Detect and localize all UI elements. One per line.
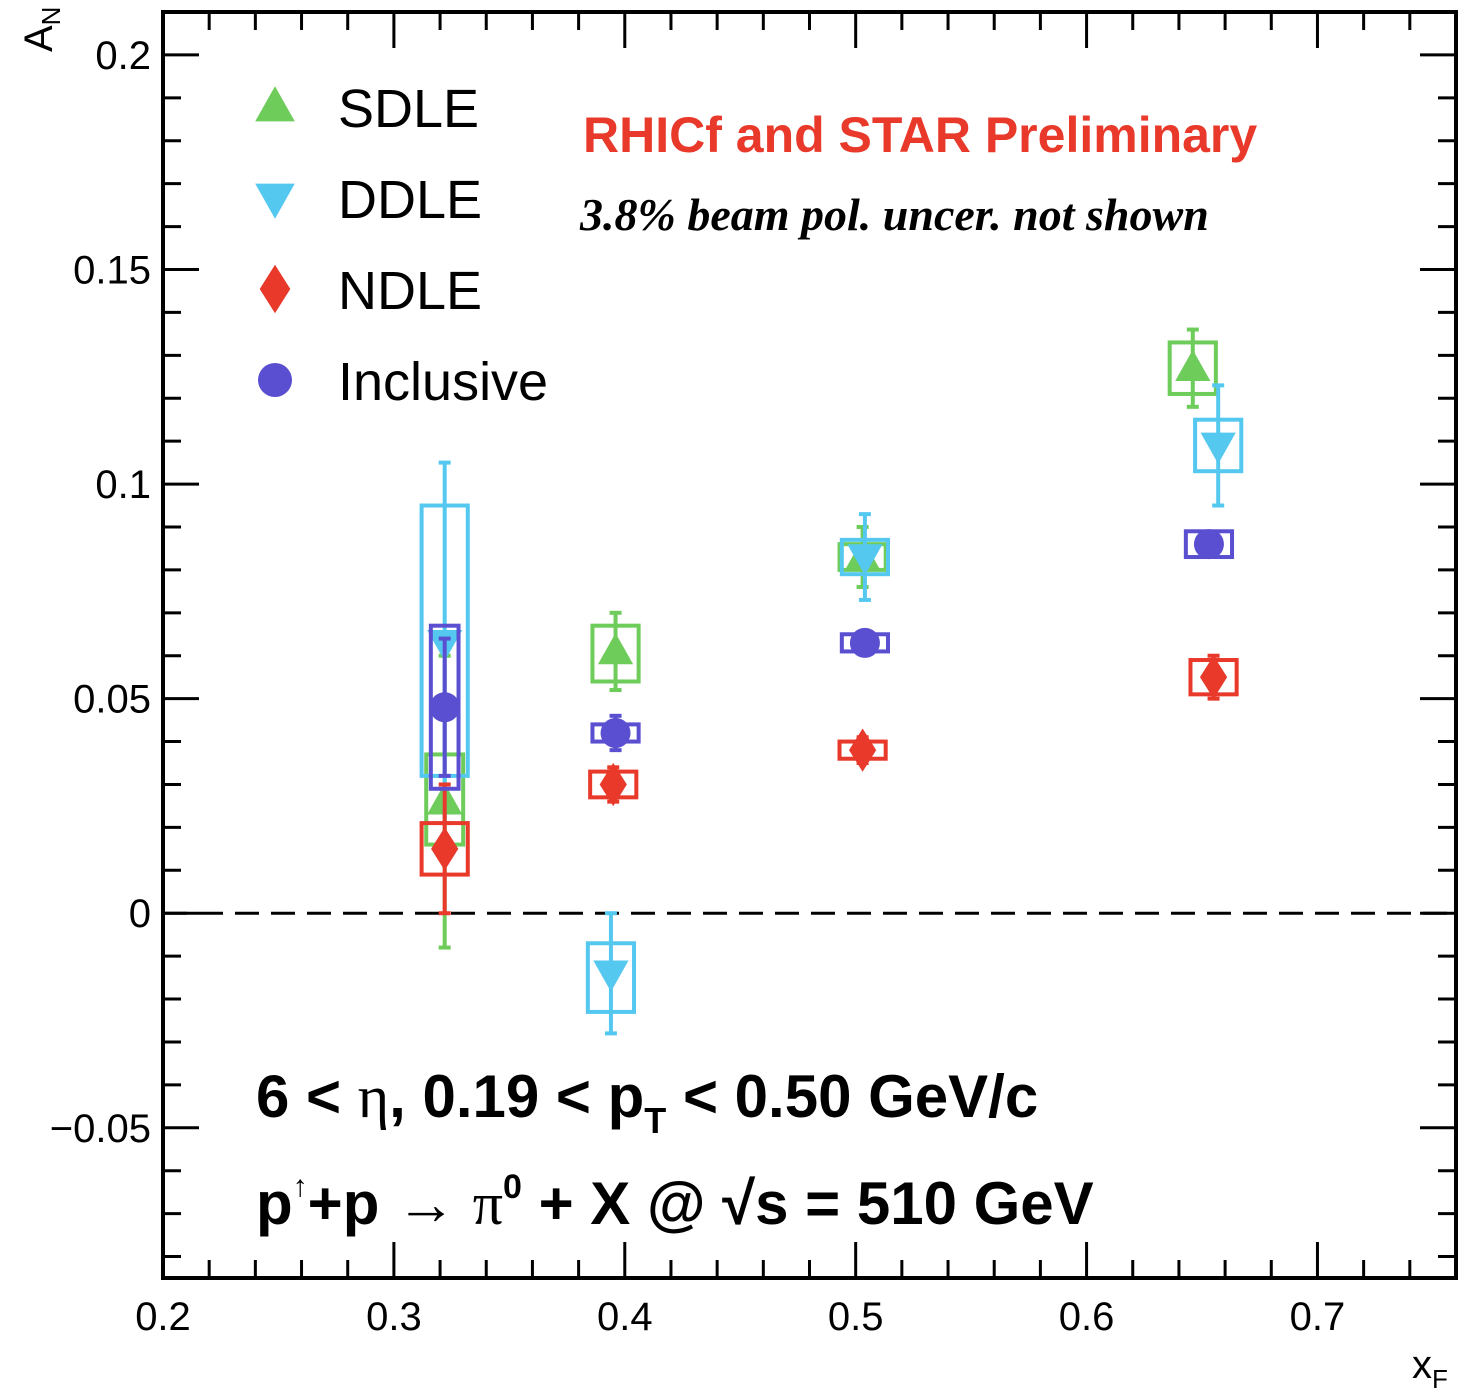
data-point-ddle <box>847 544 883 576</box>
y-axis-title: AN <box>17 7 66 52</box>
y-axis-title-main: A <box>17 25 61 52</box>
legend-marker-ndle <box>259 264 291 314</box>
data-series <box>419 327 1244 1036</box>
x-tick-label: 0.3 <box>366 1295 422 1339</box>
cuts-part-3: , 0.19 < p <box>389 1063 644 1130</box>
y-tick-label: 0.2 <box>95 34 151 78</box>
reaction-p: p <box>256 1170 293 1237</box>
y-tick-label: 0.05 <box>73 678 151 722</box>
cuts-pt-sub: T <box>644 1100 666 1141</box>
y-axis-title-sub: N <box>36 7 66 26</box>
data-point-inclusive <box>849 627 880 658</box>
x-tick-label: 0.4 <box>597 1295 653 1339</box>
x-axis-title-sub: F <box>1432 1364 1448 1394</box>
reaction-part-8: s = 510 GeV <box>755 1170 1094 1237</box>
pol-uncertainty-note: 3.8% beam pol. uncer. not shown <box>579 189 1209 240</box>
series-ddle <box>419 383 1244 1036</box>
data-point-sdle <box>1175 349 1211 381</box>
legend-label-ddle: DDLE <box>338 170 482 230</box>
legend: SDLE DDLE NDLE Inclusive <box>255 79 548 412</box>
legend-marker-ddle <box>255 183 295 219</box>
x-tick-label: 0.5 <box>828 1295 884 1339</box>
y-tick-label: 0.1 <box>95 463 151 507</box>
data-point-sdle <box>597 633 634 665</box>
x-tick-label: 0.6 <box>1059 1295 1115 1339</box>
axis-ticks <box>161 10 1458 1278</box>
legend-marker-inclusive <box>258 363 292 397</box>
x-axis-title: xF <box>1412 1343 1448 1394</box>
data-point-inclusive <box>1193 529 1224 560</box>
series-inclusive <box>428 529 1235 791</box>
reaction-part-6: + X @ <box>522 1170 722 1237</box>
data-point-ndle <box>849 728 877 772</box>
reaction-pi: π <box>473 1171 503 1237</box>
legend-label-inclusive: Inclusive <box>338 352 548 412</box>
data-point-inclusive <box>600 717 631 748</box>
legend-marker-sdle <box>255 86 295 122</box>
x-tick-label: 0.2 <box>135 1295 191 1339</box>
reaction-sqrt: √ <box>722 1170 756 1237</box>
data-point-ndle <box>599 762 627 807</box>
legend-label-sdle: SDLE <box>338 79 479 139</box>
data-point-ddle <box>593 960 629 992</box>
cuts-part-5: < 0.50 GeV/c <box>666 1063 1038 1130</box>
reaction-arrow-sup: ↑ <box>293 1170 308 1203</box>
reaction-label: p↑+p → π0 + X @ √s = 510 GeV <box>256 1168 1094 1237</box>
data-point-inclusive <box>429 692 460 723</box>
reaction-pi-sup: 0 <box>503 1168 522 1206</box>
y-tick-label: 0 <box>129 892 151 936</box>
reaction-part-3: +p → <box>308 1170 473 1237</box>
data-point-ddle <box>1200 432 1236 464</box>
x-axis-title-main: x <box>1412 1343 1432 1387</box>
cuts-eta: η <box>358 1064 389 1130</box>
data-point-ndle <box>431 827 459 871</box>
kinematic-cuts-label: 6 < η, 0.19 < pT < 0.50 GeV/c <box>256 1063 1038 1141</box>
y-tick-label: −0.05 <box>50 1107 151 1151</box>
cuts-part-1: 6 < <box>256 1063 341 1130</box>
y-tick-label: 0.15 <box>73 248 151 292</box>
data-point-ndle <box>1199 655 1228 699</box>
series-ndle <box>419 653 1239 916</box>
series-sdle <box>424 327 1218 950</box>
preliminary-label: RHICf and STAR Preliminary <box>583 107 1257 163</box>
legend-label-ndle: NDLE <box>338 261 482 321</box>
x-tick-label: 0.7 <box>1290 1295 1346 1339</box>
axis-tick-labels: 0.2 0.3 0.4 0.5 0.6 0.7 −0.05 0 0.05 0.1 0.15 0.2 <box>50 34 1345 1339</box>
